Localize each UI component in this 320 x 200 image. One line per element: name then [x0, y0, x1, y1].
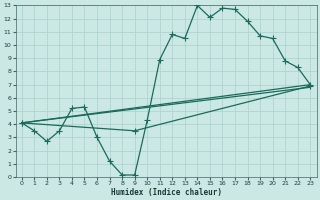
X-axis label: Humidex (Indice chaleur): Humidex (Indice chaleur)	[110, 188, 221, 197]
